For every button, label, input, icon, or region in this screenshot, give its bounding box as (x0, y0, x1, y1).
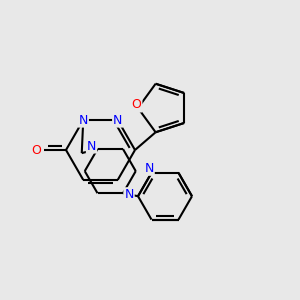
Text: N: N (79, 114, 88, 127)
Text: N: N (144, 162, 154, 175)
Text: O: O (31, 143, 41, 157)
Text: N: N (113, 114, 122, 127)
Text: N: N (124, 188, 134, 201)
Text: O: O (132, 98, 141, 112)
Text: N: N (87, 140, 96, 152)
